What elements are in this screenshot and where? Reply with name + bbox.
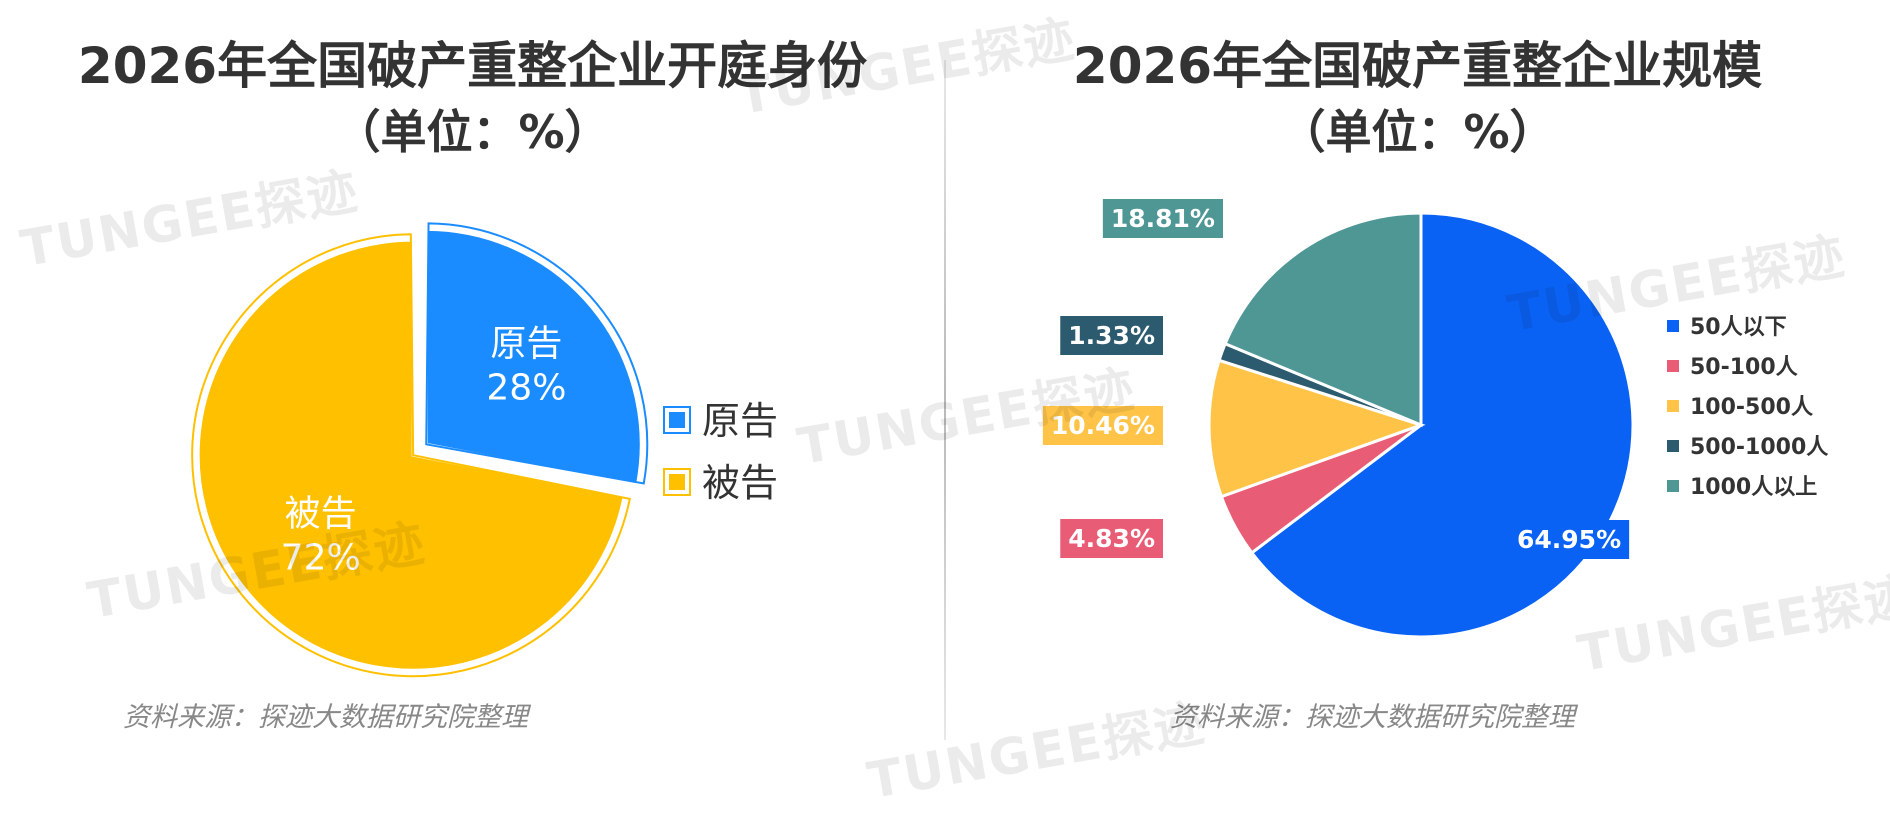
legend-swatch	[1667, 400, 1679, 412]
pie-slice-defendant	[196, 238, 627, 672]
slice-value-label: 10.46%	[1051, 411, 1155, 440]
slice-label-box	[1060, 316, 1163, 355]
legend-swatch-plaintiff	[663, 406, 691, 434]
slice-value-label: 28%	[486, 367, 566, 408]
legend-swatch	[1667, 480, 1679, 492]
pie-slice-outline	[425, 222, 649, 485]
right-pie-chart: 64.95% 4.83% 10.46% 1.33% 18.81% 50人以下 50-100人…	[1042, 199, 1828, 639]
pie-slice-100-500-2	[1207, 358, 1426, 499]
left-source-note: 资料来源：探迹大数据研究院整理	[123, 702, 528, 733]
pie-slice-plaintiff	[424, 227, 643, 487]
legend-label: 100-500人	[1690, 395, 1813, 420]
legend-label: 500-1000人	[1690, 435, 1828, 460]
legend-label: 50-100人	[1690, 355, 1798, 380]
slice-label-box	[1042, 406, 1163, 445]
slice-category-label: 被告	[285, 494, 357, 535]
legend-swatch	[1667, 360, 1679, 372]
legend-label: 原告	[702, 399, 778, 443]
right-chart-subtitle: （单位：%）	[1279, 105, 1556, 159]
slice-value-label: 1.33%	[1068, 321, 1155, 350]
panel-divider	[944, 60, 946, 740]
slice-label-box	[1509, 520, 1630, 559]
legend-swatch-defendant	[663, 468, 691, 496]
pie-slice-outline	[191, 233, 631, 678]
right-chart-panel: 2026年全国破产重整企业规模 （单位：%） 64.95% 4.83% 10.46%…	[945, 0, 1890, 764]
legend-label: 被告	[702, 461, 778, 505]
legend-swatch	[1667, 440, 1679, 452]
left-chart-subtitle: （单位：%）	[334, 105, 611, 159]
legend-swatch-fill	[669, 474, 685, 490]
slice-value-label: 4.83%	[1068, 524, 1155, 553]
slice-value-label: 72%	[281, 538, 361, 579]
legend-swatch-fill	[669, 412, 685, 428]
slice-category-label: 原告	[490, 323, 562, 364]
left-chart-panel: 2026年全国破产重整企业开庭身份 （单位：%） 原告 28% 被告 72% 原告 被告 …	[0, 0, 945, 764]
legend-swatch	[1667, 320, 1679, 332]
slice-value-label: 64.95%	[1517, 525, 1621, 554]
legend-label: 50人以下	[1690, 315, 1787, 340]
legend-label: 1000人以上	[1690, 475, 1817, 500]
left-chart-title: 2026年全国破产重整企业开庭身份	[77, 37, 868, 95]
pie-slice-1000-4	[1223, 211, 1423, 428]
slice-value-label: 18.81%	[1111, 204, 1215, 233]
right-source-note: 资料来源：探迹大数据研究院整理	[1170, 702, 1575, 733]
slice-label-box	[1102, 199, 1223, 238]
slice-label-box	[1060, 519, 1163, 558]
right-chart-title: 2026年全国破产重整企业规模	[1072, 37, 1763, 95]
